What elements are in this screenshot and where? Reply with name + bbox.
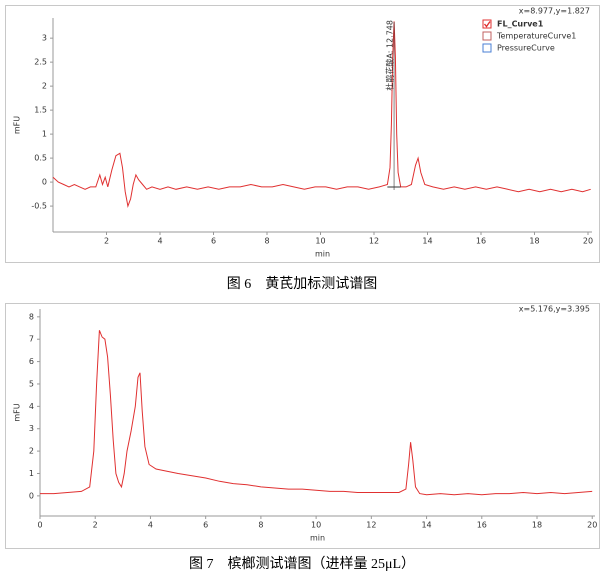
x-tick-label: 18 xyxy=(529,237,539,246)
x-tick-label: 12 xyxy=(369,237,379,246)
y-tick-label: 5 xyxy=(29,379,34,388)
x-tick-label: 8 xyxy=(258,521,263,530)
x-tick-label: 10 xyxy=(311,521,321,530)
y-tick-label: 6 xyxy=(29,357,34,366)
x-tick-label: 8 xyxy=(264,237,269,246)
data-line xyxy=(40,330,593,496)
x-tick-label: 16 xyxy=(477,521,487,530)
y-axis-label: mFU xyxy=(13,116,22,134)
x-tick-label: 18 xyxy=(532,521,542,530)
caption: 图 7 槟榔测试谱图（进样量 25μL） xyxy=(189,556,415,572)
y-tick-label: 0.5 xyxy=(34,154,47,163)
readout: x=5.176,y=3.395 xyxy=(519,305,590,314)
chart-frame xyxy=(5,5,600,263)
legend-checkbox[interactable] xyxy=(482,19,492,29)
x-tick-label: 2 xyxy=(93,521,98,530)
x-tick-label: 10 xyxy=(315,237,325,246)
x-tick-label: 20 xyxy=(587,521,597,530)
x-tick-label: 4 xyxy=(148,521,153,530)
x-axis-label: min xyxy=(310,534,325,543)
x-tick-label: 20 xyxy=(583,237,593,246)
caption: 图 6 黄芪加标测试谱图 xyxy=(227,275,378,292)
data-line xyxy=(52,21,591,208)
x-tick-label: 12 xyxy=(366,521,376,530)
y-tick-label: 7 xyxy=(29,335,34,344)
y-tick-label: 2 xyxy=(42,82,47,91)
x-tick-label: 14 xyxy=(422,237,432,246)
y-tick-label: 2.5 xyxy=(34,58,47,67)
legend-checkbox[interactable] xyxy=(482,43,492,53)
legend-check xyxy=(483,21,491,28)
x-tick-label: 4 xyxy=(157,237,162,246)
x-tick-label: 0 xyxy=(37,521,42,530)
x-axis-label: min xyxy=(315,250,330,259)
legend-label: PressureCurve xyxy=(497,44,555,53)
y-tick-label: 2 xyxy=(29,447,34,456)
x-tick-label: 14 xyxy=(421,521,431,530)
x-tick-label: 6 xyxy=(203,521,208,530)
legend-label: FL_Curve1 xyxy=(497,20,544,29)
peak-label: 杜鹃花酸A: 12.748 xyxy=(385,20,395,91)
y-tick-label: 0 xyxy=(42,178,47,187)
legend-checkbox[interactable] xyxy=(482,31,492,41)
y-tick-label: 0 xyxy=(29,491,34,500)
y-tick-label: 1 xyxy=(42,130,47,139)
y-tick-label: 1 xyxy=(29,469,34,478)
x-tick-label: 2 xyxy=(104,237,109,246)
y-tick-label: -0.5 xyxy=(31,202,47,211)
y-tick-label: 3 xyxy=(42,34,47,43)
legend-label: TemperatureCurve1 xyxy=(496,32,576,41)
y-axis-label: mFU xyxy=(13,403,22,421)
y-tick-label: 8 xyxy=(29,312,34,321)
y-tick-label: 4 xyxy=(29,402,34,411)
y-tick-label: 3 xyxy=(29,424,34,433)
x-tick-label: 16 xyxy=(476,237,486,246)
chart-frame xyxy=(5,303,600,549)
readout: x=8.977,y=1.827 xyxy=(519,7,590,16)
y-tick-label: 1.5 xyxy=(34,106,47,115)
x-tick-label: 6 xyxy=(211,237,216,246)
